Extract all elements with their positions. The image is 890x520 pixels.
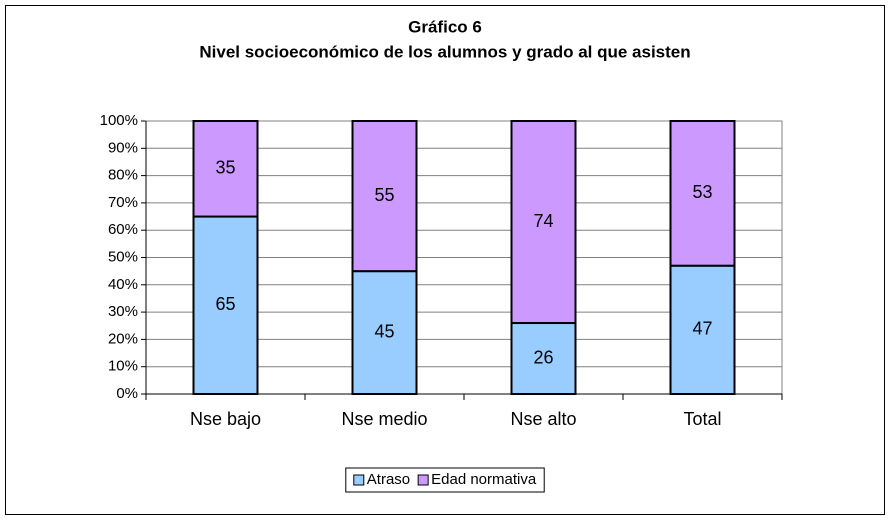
y-tick-label: 60% xyxy=(108,221,138,238)
y-tick-label: 30% xyxy=(108,303,138,320)
y-tick-label: 0% xyxy=(116,385,138,402)
x-tick-label: Total xyxy=(683,409,721,429)
chart-frame xyxy=(5,5,885,515)
chart-subtitle: Nivel socioeconómico de los alumnos y gr… xyxy=(199,42,690,61)
legend-box xyxy=(345,467,545,493)
legend-label: Edad normativa xyxy=(431,471,537,488)
y-tick-label: 10% xyxy=(108,358,138,375)
bar-segment xyxy=(192,120,259,218)
bar-segment xyxy=(351,270,418,395)
data-label: 65 xyxy=(215,294,235,314)
y-tick-label: 20% xyxy=(108,330,138,347)
y-tick-label: 50% xyxy=(108,248,138,265)
data-label: 47 xyxy=(692,319,712,339)
legend-label: Atraso xyxy=(367,471,410,488)
bar-segment xyxy=(192,215,259,395)
data-label: 53 xyxy=(692,182,712,202)
data-label: 35 xyxy=(215,158,235,178)
bar-segment xyxy=(351,120,418,273)
data-label: 74 xyxy=(533,211,553,231)
y-tick-label: 40% xyxy=(108,276,138,293)
y-tick-label: 100% xyxy=(100,112,138,129)
legend-swatch xyxy=(353,474,365,486)
data-label: 55 xyxy=(374,185,394,205)
bar-segment xyxy=(669,120,736,267)
y-tick-label: 80% xyxy=(108,167,138,184)
bar-segment xyxy=(669,264,736,395)
legend-swatch xyxy=(417,474,429,486)
x-tick-label: Nse medio xyxy=(341,409,427,429)
data-label: 45 xyxy=(374,321,394,341)
data-label: 26 xyxy=(533,347,553,367)
bar-segment xyxy=(510,322,577,395)
x-tick-label: Nse alto xyxy=(510,409,576,429)
y-tick-label: 70% xyxy=(108,194,138,211)
x-tick-label: Nse bajo xyxy=(190,409,261,429)
bar-segment xyxy=(510,120,577,325)
y-tick-label: 90% xyxy=(108,139,138,156)
chart-title: Gráfico 6 xyxy=(408,17,482,36)
